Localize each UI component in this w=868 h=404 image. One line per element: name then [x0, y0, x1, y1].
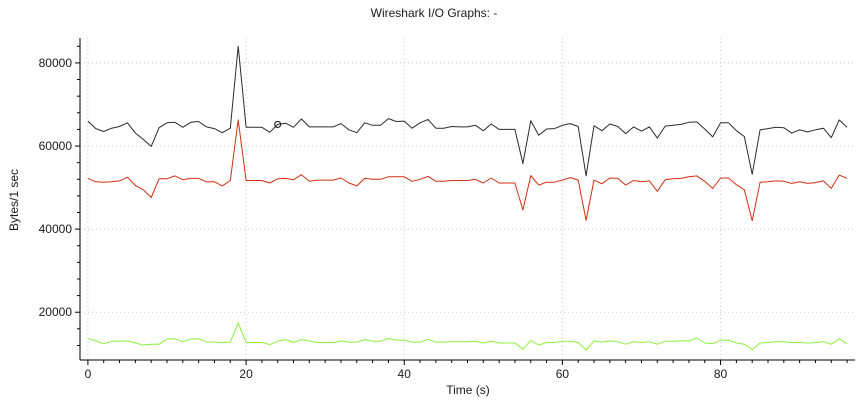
x-tick-label: 40	[398, 367, 412, 381]
y-axis-label: Bytes/1 sec	[7, 169, 21, 231]
series-line-2	[87, 119, 848, 222]
x-tick-label: 20	[239, 367, 253, 381]
cursor-layer	[274, 120, 282, 129]
series-line-1	[87, 45, 848, 177]
x-tick-label: 80	[714, 367, 728, 381]
x-tick-label: 0	[85, 367, 92, 381]
hover-marker-icon	[274, 120, 282, 129]
series-layer	[87, 45, 848, 351]
y-tick-label: 20000	[39, 305, 73, 319]
y-tick-label: 40000	[39, 222, 73, 236]
x-tick-label: 60	[556, 367, 570, 381]
grid-layer	[80, 38, 855, 360]
y-tick-label: 80000	[39, 56, 73, 70]
y-tick-label: 60000	[39, 139, 73, 153]
chart-title: Wireshark I/O Graphs: -	[370, 6, 498, 20]
x-axis-label: Time (s)	[446, 383, 490, 397]
axis-layer: 0 20 40 60 80 20000 40000 60000 80000	[39, 38, 855, 381]
series-line-3	[87, 322, 848, 351]
